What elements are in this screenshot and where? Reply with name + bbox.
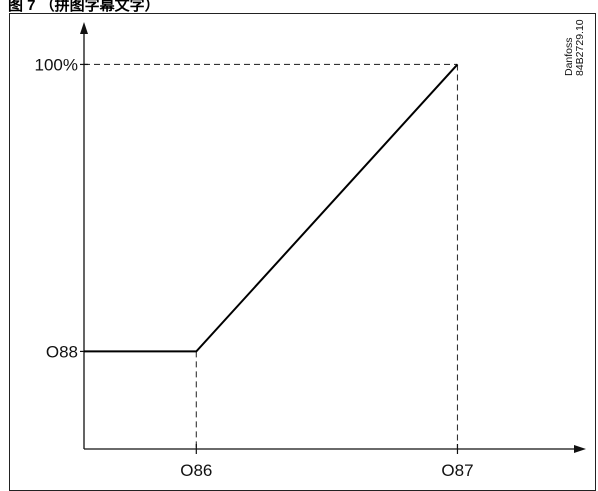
reference-number: 84B2729.10 [574,19,586,76]
x-axis-arrow [574,445,586,453]
y-tick-label-0: O88 [46,342,78,361]
chart-frame [9,13,596,491]
y-tick-label-1: 100% [35,55,78,74]
x-tick-label-0: O86 [180,461,212,480]
reference-code: Danfoss 84B2729.10 [563,19,586,76]
series-group [84,63,459,353]
x-tick-label-1: O87 [441,461,473,480]
figure-caption: 图 7 （拼图字幕文字） [8,0,160,14]
reference-brand: Danfoss [563,37,575,76]
tick-labels: O86 O87 O88 100% [35,55,474,480]
series-line-0 [84,63,459,353]
axes [80,22,586,454]
y-axis-arrow [80,22,88,34]
guide-lines [84,63,459,449]
